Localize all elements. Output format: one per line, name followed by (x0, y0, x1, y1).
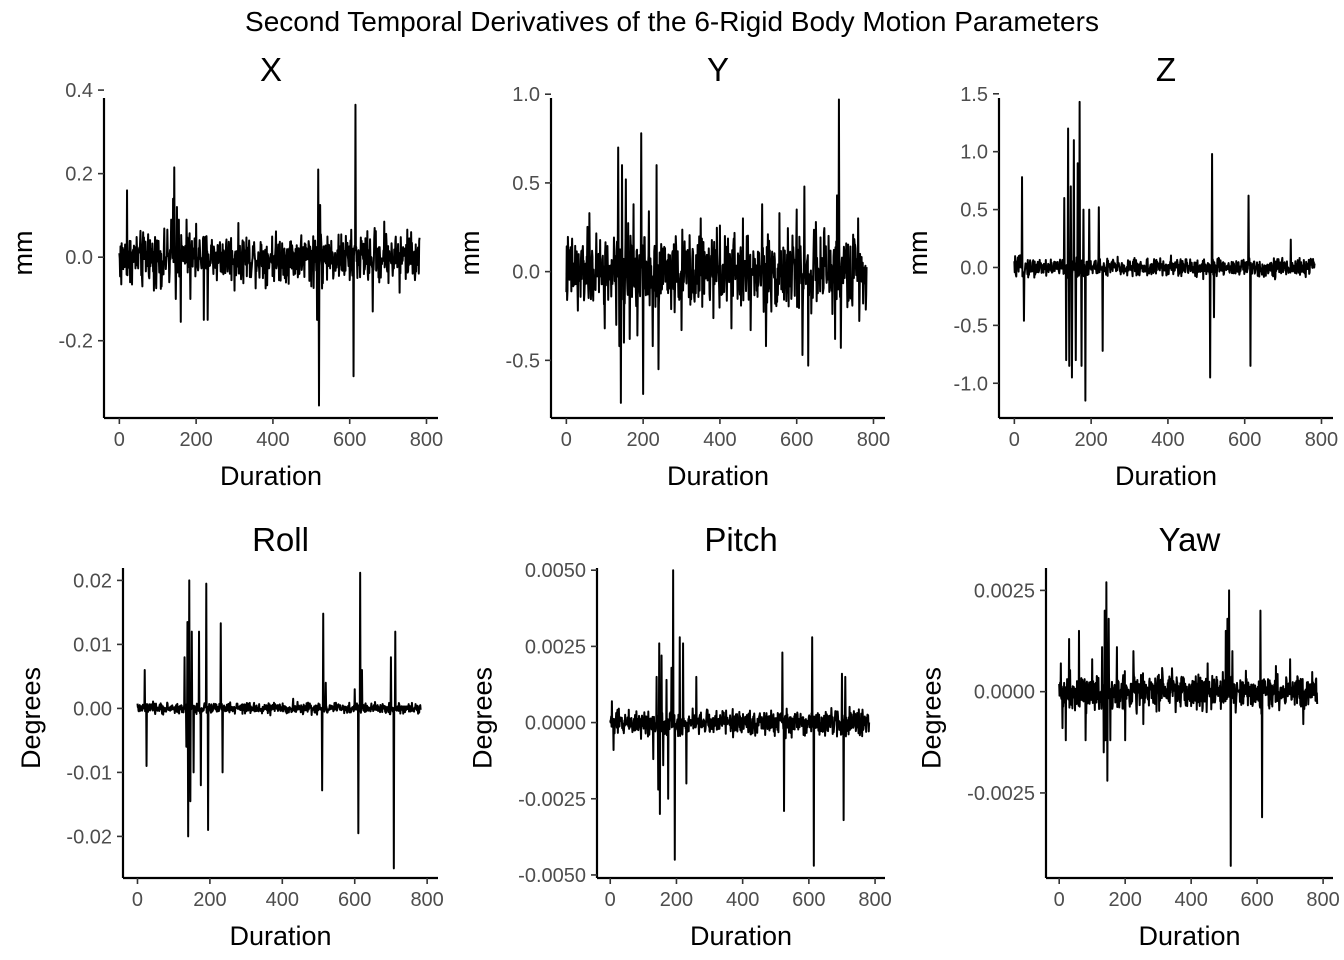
x-axis-title: Duration (667, 461, 769, 491)
panel-title: Z (1156, 51, 1176, 88)
x-tick-label: 600 (780, 429, 813, 451)
y-tick-label: -0.5 (954, 315, 988, 337)
y-tick-label: -0.0025 (518, 789, 586, 811)
panel-title: Pitch (704, 521, 777, 558)
y-axis-title: Degrees (16, 667, 46, 769)
series-line (1013, 100, 1316, 402)
y-tick-label: 0.0 (65, 247, 93, 269)
y-tick-label: 1.0 (960, 142, 988, 164)
x-tick-label: 200 (193, 889, 226, 911)
panel-title: Yaw (1159, 521, 1221, 558)
x-tick-label: 200 (1108, 889, 1141, 911)
y-tick-label: 0.0 (512, 262, 540, 284)
x-tick-label: 200 (660, 889, 693, 911)
y-tick-label: 0.0050 (525, 560, 586, 582)
x-tick-label: 400 (1151, 429, 1184, 451)
x-tick-label: 400 (266, 889, 299, 911)
panel-title: Roll (252, 521, 309, 558)
x-tick-label: 0 (605, 889, 616, 911)
series-line (609, 569, 871, 867)
y-tick-label: 0.5 (512, 173, 540, 195)
x-tick-label: 800 (410, 889, 443, 911)
x-tick-label: 0 (114, 429, 125, 451)
x-tick-label: 200 (179, 429, 212, 451)
y-axis-title: Degrees (917, 667, 947, 769)
y-tick-label: 0.01 (73, 634, 112, 656)
series-line (118, 103, 421, 407)
y-tick-label: 0.0025 (974, 580, 1035, 602)
series-line (136, 571, 422, 870)
panel-roll: Roll 0 200 400 600 800 -0.02 -0.01 0.00 0.01 0.02 D… (16, 521, 444, 951)
x-tick-label: 0 (561, 429, 572, 451)
panel-title: Y (707, 51, 729, 88)
x-tick-label: 200 (1074, 429, 1107, 451)
y-axis-title: mm (903, 231, 933, 276)
x-tick-label: 0 (1054, 889, 1065, 911)
y-tick-label: -0.01 (66, 762, 112, 784)
panel-title: X (260, 51, 282, 88)
series-line (565, 98, 868, 404)
panel-yaw: Yaw 0 200 400 600 800 -0.0025 0.0000 0.0025 Durat… (917, 521, 1340, 951)
y-tick-label: 0.0025 (525, 636, 586, 658)
x-tick-label: 200 (626, 429, 659, 451)
panel-pitch: Pitch 0 200 400 600 800 -0.0050 -0.0025 0.0000 0.… (468, 521, 892, 951)
y-tick-label: 0.00 (73, 698, 112, 720)
x-tick-label: 600 (338, 889, 371, 911)
x-axis-title: Duration (690, 921, 792, 951)
x-tick-label: 600 (792, 889, 825, 911)
x-tick-label: 400 (1174, 889, 1207, 911)
x-axis-title: Duration (1138, 921, 1240, 951)
x-tick-label: 400 (703, 429, 736, 451)
y-tick-label: -0.2 (59, 331, 93, 353)
y-tick-label: 0.4 (65, 80, 93, 102)
x-tick-label: 800 (410, 429, 443, 451)
x-axis-title: Duration (1115, 461, 1217, 491)
x-tick-label: 0 (132, 889, 143, 911)
y-tick-label: -0.0050 (518, 865, 586, 887)
y-tick-label: 0.02 (73, 570, 112, 592)
x-tick-label: 800 (858, 889, 891, 911)
x-axis-title: Duration (229, 921, 331, 951)
x-tick-label: 600 (1240, 889, 1273, 911)
y-axis-title: Degrees (468, 667, 498, 769)
y-tick-label: 1.0 (512, 84, 540, 106)
y-tick-label: -0.02 (66, 826, 112, 848)
x-tick-label: 400 (256, 429, 289, 451)
x-tick-label: 400 (726, 889, 759, 911)
y-tick-label: 1.5 (960, 84, 988, 106)
x-tick-label: 600 (333, 429, 366, 451)
series-line (1058, 581, 1319, 867)
y-tick-label: 0.5 (960, 200, 988, 222)
x-tick-label: 800 (857, 429, 890, 451)
x-axis-title: Duration (220, 461, 322, 491)
panels: X 0 200 400 600 800 -0.2 0.0 0.2 0.4 Duration mm Y 0 2… (8, 51, 1340, 951)
x-tick-label: 800 (1305, 429, 1338, 451)
y-axis-title: mm (455, 231, 485, 276)
y-tick-label: -0.5 (506, 350, 540, 372)
x-tick-label: 600 (1228, 429, 1261, 451)
y-axis-title: mm (8, 231, 38, 276)
x-tick-label: 800 (1306, 889, 1339, 911)
panel-z: Z 0 200 400 600 800 -1.0 -0.5 0.0 0.5 1.0 1.5 Durati… (903, 51, 1338, 491)
y-tick-label: -0.0025 (967, 783, 1035, 805)
y-tick-label: 0.0000 (974, 682, 1035, 704)
y-tick-label: 0.0000 (525, 713, 586, 735)
panel-x: X 0 200 400 600 800 -0.2 0.0 0.2 0.4 Duration mm (8, 51, 443, 491)
y-tick-label: 0.2 (65, 164, 93, 186)
panel-y: Y 0 200 400 600 800 -0.5 0.0 0.5 1.0 Duration mm (455, 51, 890, 491)
y-tick-label: -1.0 (954, 373, 988, 395)
x-tick-label: 0 (1009, 429, 1020, 451)
y-tick-label: 0.0 (960, 257, 988, 279)
figure-title: Second Temporal Derivatives of the 6-Rig… (245, 6, 1099, 37)
